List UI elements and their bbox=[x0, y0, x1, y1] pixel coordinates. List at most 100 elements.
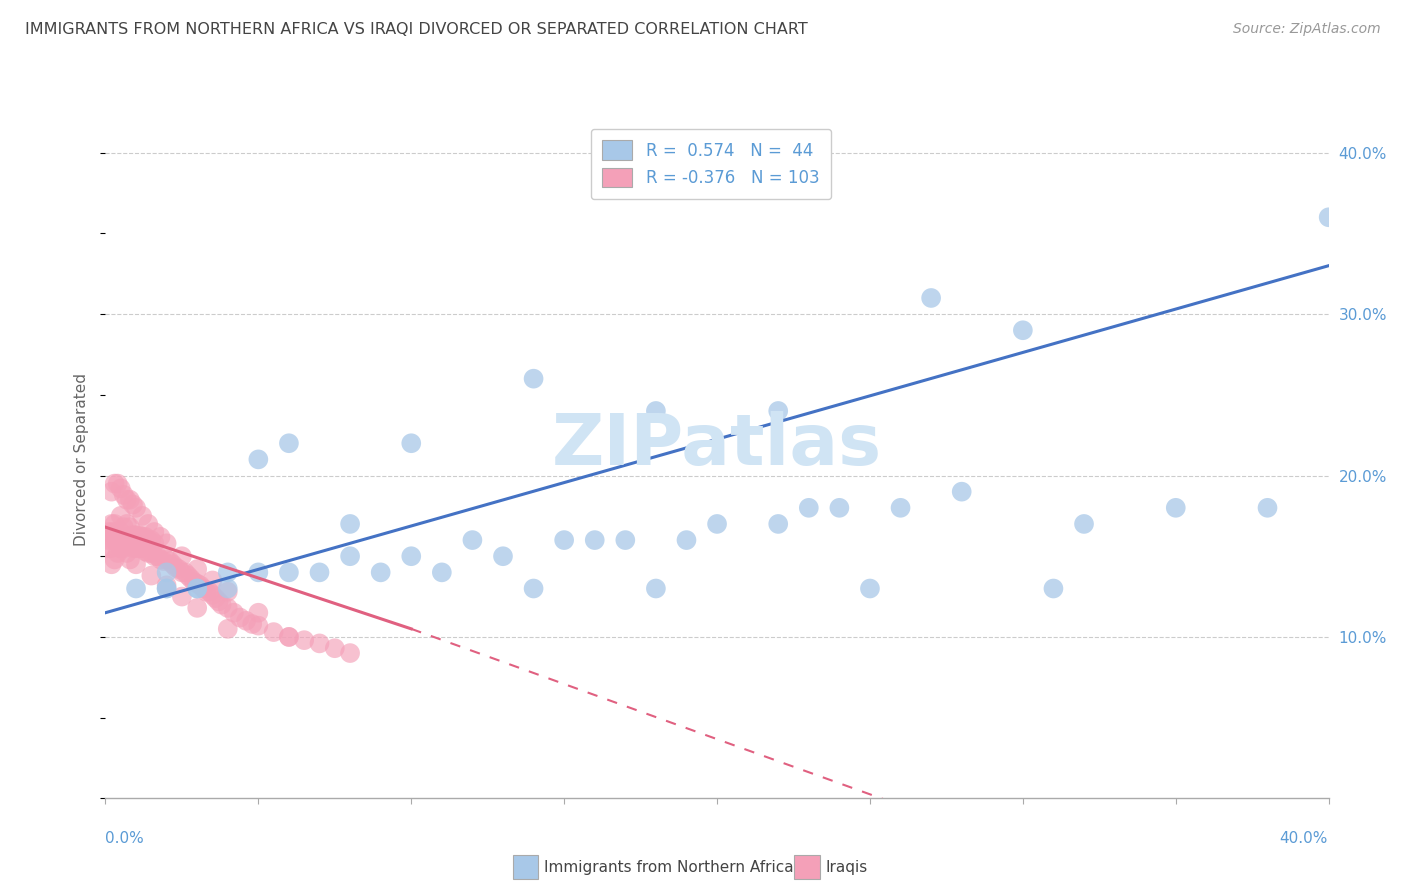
Point bbox=[278, 630, 301, 644]
Point bbox=[523, 582, 546, 596]
Point bbox=[235, 614, 257, 628]
Point bbox=[177, 568, 200, 582]
Point bbox=[889, 500, 911, 515]
Point bbox=[217, 600, 239, 615]
Point bbox=[131, 541, 153, 556]
Point bbox=[263, 625, 285, 640]
Point bbox=[706, 516, 728, 531]
Text: Iraqis: Iraqis bbox=[825, 860, 868, 874]
Point bbox=[170, 566, 193, 580]
Point bbox=[186, 600, 208, 615]
Point bbox=[339, 646, 361, 660]
Point bbox=[308, 636, 330, 650]
Point bbox=[97, 541, 120, 556]
Point bbox=[859, 582, 882, 596]
Point bbox=[370, 566, 392, 580]
Text: IMMIGRANTS FROM NORTHERN AFRICA VS IRAQI DIVORCED OR SEPARATED CORRELATION CHART: IMMIGRANTS FROM NORTHERN AFRICA VS IRAQI… bbox=[25, 22, 808, 37]
Point bbox=[100, 516, 122, 531]
Point bbox=[112, 488, 135, 502]
Point bbox=[797, 500, 820, 515]
Point bbox=[100, 524, 122, 539]
Point bbox=[165, 560, 187, 574]
Point bbox=[323, 641, 346, 656]
Point bbox=[110, 524, 132, 539]
Point bbox=[141, 533, 163, 547]
Point bbox=[136, 546, 159, 560]
Point bbox=[107, 530, 129, 544]
Point bbox=[141, 546, 163, 560]
Point bbox=[134, 530, 156, 544]
Point bbox=[159, 554, 181, 568]
Point bbox=[292, 633, 315, 648]
Point bbox=[112, 520, 135, 534]
Point bbox=[195, 584, 218, 599]
Point bbox=[143, 524, 166, 539]
Point bbox=[143, 549, 166, 564]
Point bbox=[278, 630, 301, 644]
Point bbox=[97, 533, 120, 547]
Point bbox=[128, 541, 150, 556]
Point bbox=[1256, 500, 1278, 515]
Point bbox=[920, 291, 942, 305]
Point bbox=[186, 576, 208, 591]
Point bbox=[278, 566, 301, 580]
Point bbox=[97, 524, 120, 539]
Point bbox=[131, 508, 153, 523]
Point bbox=[247, 566, 270, 580]
Point bbox=[141, 568, 163, 582]
Point bbox=[118, 492, 141, 507]
Point bbox=[207, 594, 229, 608]
Point bbox=[828, 500, 851, 515]
Point bbox=[217, 566, 239, 580]
Point bbox=[1317, 211, 1340, 225]
Point bbox=[125, 582, 148, 596]
Point bbox=[183, 575, 205, 590]
Point bbox=[217, 582, 239, 596]
Point bbox=[614, 533, 637, 547]
Text: Immigrants from Northern Africa: Immigrants from Northern Africa bbox=[544, 860, 794, 874]
Point bbox=[339, 516, 361, 531]
Point bbox=[107, 476, 129, 491]
Point bbox=[167, 562, 190, 576]
Point bbox=[204, 591, 226, 606]
Point bbox=[136, 516, 159, 531]
Point bbox=[193, 582, 215, 596]
Point bbox=[155, 578, 177, 592]
Point bbox=[104, 524, 127, 539]
Text: 40.0%: 40.0% bbox=[1279, 831, 1327, 847]
Point bbox=[143, 536, 166, 550]
Point bbox=[100, 484, 122, 499]
Point bbox=[186, 582, 208, 596]
Point bbox=[118, 536, 141, 550]
Point bbox=[125, 528, 148, 542]
Point bbox=[308, 566, 330, 580]
Point bbox=[115, 530, 138, 544]
Point bbox=[104, 476, 127, 491]
Point bbox=[107, 546, 129, 560]
Point bbox=[107, 536, 129, 550]
Point bbox=[188, 578, 211, 592]
Point bbox=[122, 541, 145, 556]
Point bbox=[170, 549, 193, 564]
Point bbox=[110, 482, 132, 496]
Point bbox=[115, 546, 138, 560]
Text: ZIPatlas: ZIPatlas bbox=[553, 411, 882, 480]
Point bbox=[523, 372, 546, 386]
Point bbox=[155, 582, 177, 596]
Point bbox=[950, 484, 973, 499]
Point bbox=[125, 541, 148, 556]
Point bbox=[201, 588, 224, 602]
Point bbox=[278, 436, 301, 450]
Point bbox=[222, 606, 245, 620]
Point bbox=[118, 520, 141, 534]
Point bbox=[1164, 500, 1187, 515]
Point bbox=[110, 541, 132, 556]
Point bbox=[211, 598, 233, 612]
Point bbox=[644, 404, 666, 418]
Point bbox=[134, 544, 156, 558]
Point bbox=[155, 582, 177, 596]
Point bbox=[118, 552, 141, 566]
Point bbox=[155, 536, 177, 550]
Point bbox=[1011, 323, 1033, 337]
Point bbox=[170, 590, 193, 604]
